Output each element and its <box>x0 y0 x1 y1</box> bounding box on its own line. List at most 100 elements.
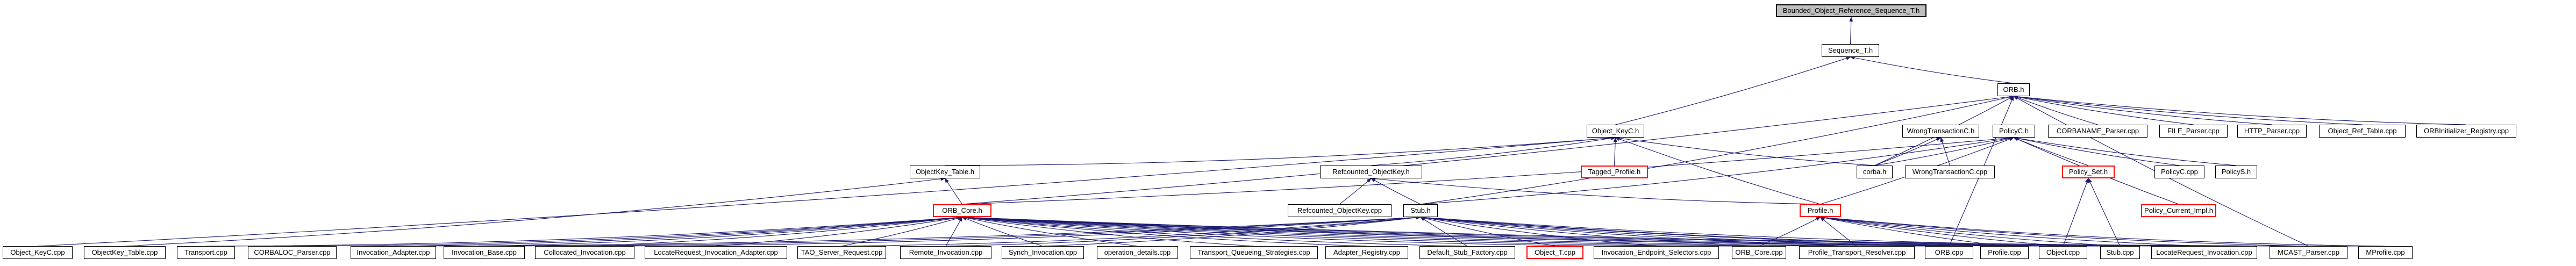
graph-node-seqt[interactable]: Sequence_T.h <box>1822 44 1879 57</box>
graph-node-objcpp[interactable]: Object.cpp <box>2039 246 2087 259</box>
graph-node-filep[interactable]: FILE_Parser.cpp <box>2159 125 2228 138</box>
edge-wtccpp-to-wtch <box>1940 137 1951 166</box>
graph-node-corbaloc[interactable]: CORBALOC_Parser.cpp <box>248 246 337 259</box>
graph-node-wtch[interactable]: WrongTransactionC.h <box>1902 125 1979 138</box>
graph-node-synchinv[interactable]: Synch_Invocation.cpp <box>1002 246 1084 259</box>
edge-orbcore-to-polc <box>962 136 2015 205</box>
edge-seqt-to-root <box>1849 17 1853 45</box>
edge-orbinit-to-orb <box>2013 95 2467 125</box>
graph-node-root[interactable]: Bounded_Object_Reference_Sequence_T.h <box>1776 4 1926 17</box>
graph-node-stubh[interactable]: Stub.h <box>1403 204 1438 217</box>
edge-corbaname-to-orb <box>2013 96 2098 125</box>
graph-node-polc[interactable]: PolicyC.h <box>1993 125 2035 138</box>
graph-node-orbinit[interactable]: ORBInitializer_Registry.cpp <box>2416 125 2516 138</box>
graph-node-ortc[interactable]: Object_Ref_Table.cpp <box>2319 125 2406 138</box>
graph-node-dsf[interactable]: Default_Stub_Factory.cpp <box>1419 246 1515 259</box>
graph-node-orb[interactable]: ORB.h <box>1997 83 2030 96</box>
graph-node-corbaname[interactable]: CORBANAME_Parser.cpp <box>2048 125 2147 138</box>
edge-objcpp-to-profh <box>1819 215 2064 247</box>
edge-invbase-to-stubh <box>484 215 1421 247</box>
edge-objcpp-to-stubh <box>1420 215 2064 247</box>
edge-orb-to-seqt <box>1850 56 2014 84</box>
graph-node-oktcpp[interactable]: ObjectKey_Table.cpp <box>84 246 166 259</box>
graph-node-collinv[interactable]: Collocated_Invocation.cpp <box>535 246 634 259</box>
graph-node-invbase[interactable]: Invocation_Base.cpp <box>444 246 525 259</box>
edge-collinv-to-orbcore <box>584 215 963 247</box>
edge-polsh-to-polc <box>2013 136 2237 166</box>
graph-node-polccpp[interactable]: PolicyC.cpp <box>2154 166 2204 178</box>
edge-stubcpp-to-polset <box>2088 178 2121 247</box>
edge-stubcpp-to-profh <box>1819 215 2121 247</box>
edge-stubcpp-to-stubh <box>1420 215 2121 247</box>
edge-ies-to-orbcore <box>961 215 1657 247</box>
edge-rok-to-okc <box>1371 136 1616 166</box>
graph-node-rok[interactable]: Refcounted_ObjectKey.h <box>1320 166 1422 178</box>
graph-node-polsh[interactable]: PolicyS.h <box>2215 166 2257 178</box>
edge-mprof-to-profh <box>1819 215 2386 247</box>
edge-ptr-to-stubh <box>1420 215 1857 247</box>
graph-node-httpp[interactable]: HTTP_Parser.cpp <box>2237 125 2307 138</box>
edge-okt-to-okc <box>945 136 1616 166</box>
graph-node-mcast[interactable]: MCAST_Parser.cpp <box>2270 246 2347 259</box>
edge-lri-to-stubh <box>1420 215 2204 247</box>
graph-node-taosr[interactable]: TAO_Server_Request.cpp <box>797 246 886 259</box>
graph-node-adreg[interactable]: Adapter_Registry.cpp <box>1325 246 1408 259</box>
graph-node-orbcpp[interactable]: ORB.cpp <box>1925 246 1973 259</box>
graph-node-tqs[interactable]: Transport_Queueing_Strategies.cpp <box>1190 246 1318 259</box>
edge-reminv-to-stubh <box>945 215 1421 247</box>
graph-node-polset[interactable]: Policy_Set.h <box>2062 166 2115 178</box>
graph-node-invadp[interactable]: Invocation_Adapter.cpp <box>351 246 436 259</box>
edge-objt-to-stubh <box>1420 216 1555 247</box>
graph-node-okccpp[interactable]: Object_KeyC.cpp <box>3 246 73 259</box>
graph-node-rokcpp[interactable]: Refcounted_ObjectKey.cpp <box>1288 204 1392 217</box>
edge-mcast-to-profh <box>1819 215 2309 247</box>
graph-node-lri[interactable]: LocateRequest_Invocation.cpp <box>2151 246 2257 259</box>
edge-corba-to-okc <box>1615 136 1875 166</box>
graph-node-objt[interactable]: Object_T.cpp <box>1526 246 1583 259</box>
edge-synchinv-to-stubh <box>1043 215 1421 247</box>
graph-node-ies[interactable]: Invocation_Endpoint_Selectors.cpp <box>1594 246 1719 259</box>
edge-tgp-to-okc <box>1613 137 1617 166</box>
graph-node-stubcpp[interactable]: Stub.cpp <box>2100 246 2140 259</box>
graph-node-profcpp[interactable]: Profile.cpp <box>1980 246 2029 259</box>
edge-profh-to-okc <box>1615 137 1821 205</box>
graph-node-ptr[interactable]: Profile_Transport_Resolver.cpp <box>1799 246 1915 259</box>
edge-synchinv-to-orbcore <box>961 217 1043 247</box>
graph-node-profh[interactable]: Profile.h <box>1800 204 1841 217</box>
edge-taosr-to-stubh <box>841 215 1421 247</box>
edge-httpp-to-orb <box>2013 95 2272 125</box>
edge-stubh-to-orb <box>1420 95 2014 205</box>
edge-ptr-to-profh <box>1819 217 1857 247</box>
edge-invadp-to-orbcore <box>393 215 963 247</box>
edge-mprof-to-orbcore <box>961 215 2386 247</box>
graph-node-polcur[interactable]: Policy_Current_Impl.h <box>2141 204 2216 217</box>
graph-node-corba[interactable]: corba.h <box>1857 166 1893 178</box>
graph-node-mprof[interactable]: MProfile.cpp <box>2358 246 2413 259</box>
graph-node-reminv[interactable]: Remote_Invocation.cpp <box>900 246 991 259</box>
edge-stubh-to-rok <box>1371 178 1421 205</box>
edge-reminv-to-orbcore <box>945 217 962 247</box>
edge-profh-to-rok <box>1371 177 1821 205</box>
edge-orbcore-to-okt <box>944 178 962 205</box>
graph-node-transp[interactable]: Transport.cpp <box>177 246 235 259</box>
graph-node-wtccpp[interactable]: WrongTransactionC.cpp <box>1905 166 1995 178</box>
graph-node-opdet[interactable]: operation_details.cpp <box>1097 246 1178 259</box>
edge-filep-to-orb <box>2013 95 2194 125</box>
graph-node-okt[interactable]: ObjectKey_Table.h <box>910 166 980 178</box>
graph-node-lria[interactable]: LocateRequest_Invocation_Adapter.cpp <box>645 246 787 259</box>
edge-okc-to-seqt <box>1615 56 1851 125</box>
edge-ptr-to-orbcore <box>961 215 1857 247</box>
graph-node-tgp[interactable]: Tagged_Profile.h <box>1581 166 1648 178</box>
edge-orbcpp-to-stubh <box>1420 215 1950 247</box>
edge-invadp-to-stubh <box>393 215 1421 247</box>
graph-node-okc[interactable]: Object_KeyC.h <box>1587 125 1644 138</box>
edge-stubcpp-to-orbcore <box>961 215 2121 247</box>
edge-orbcorecpp-to-orbcore <box>961 215 1759 247</box>
graph-node-orbcore[interactable]: ORB_Core.h <box>933 204 991 217</box>
edge-lri-to-profh <box>1819 215 2204 247</box>
edge-invbase-to-orbcore <box>484 215 963 247</box>
graph-node-orbcorecpp[interactable]: ORB_Core.cpp <box>1732 246 1786 259</box>
edge-polccpp-to-polc <box>2013 136 2180 166</box>
edge-oktcpp-to-okt <box>124 177 946 247</box>
